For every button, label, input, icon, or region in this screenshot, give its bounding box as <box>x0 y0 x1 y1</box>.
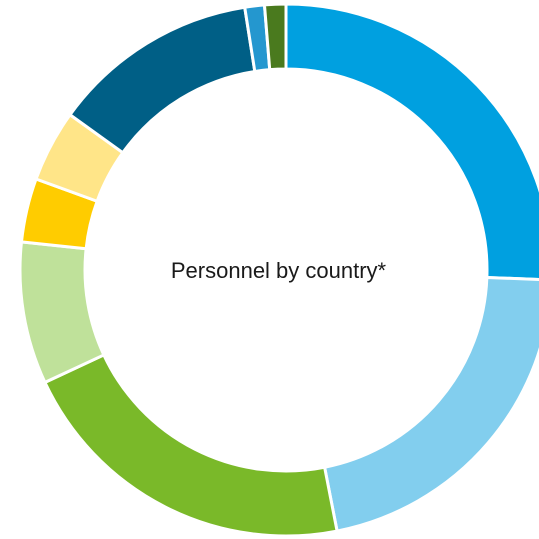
donut-slice-2 <box>322 275 539 533</box>
donut-slice-7 <box>67 5 257 155</box>
donut-slice-3 <box>42 352 339 538</box>
donut-slice-9 <box>262 2 288 72</box>
chart-title: Personnel by country* <box>170 258 387 283</box>
donut-slice-1 <box>284 2 539 281</box>
